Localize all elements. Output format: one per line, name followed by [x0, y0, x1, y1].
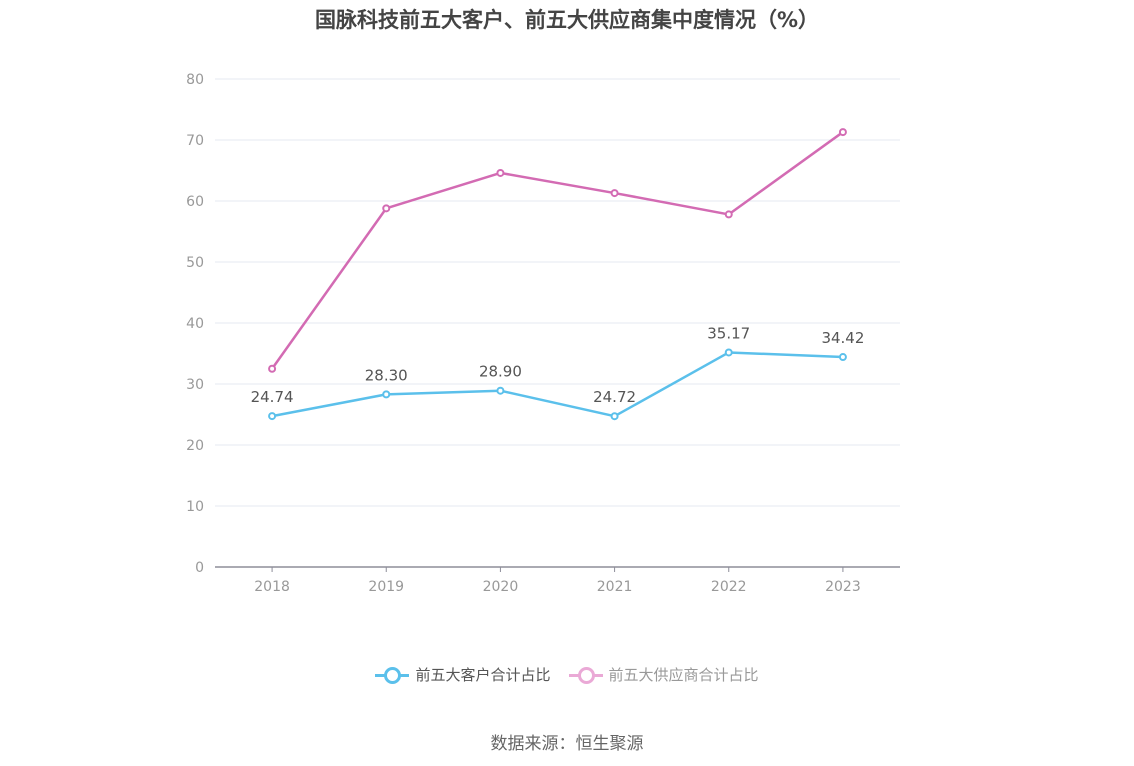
legend-item-customers[interactable]: 前五大客户合计占比 [375, 664, 551, 685]
series-line-1 [271, 131, 844, 370]
data-label: 28.90 [479, 363, 522, 381]
data-point[interactable] [268, 412, 277, 421]
legend-swatch-suppliers-icon [568, 666, 603, 684]
y-tick-label: 0 [195, 560, 204, 576]
legend-item-suppliers[interactable]: 前五大供应商合计占比 [568, 664, 759, 685]
data-point[interactable] [838, 128, 847, 137]
legend-label-customers: 前五大客户合计占比 [415, 666, 551, 684]
grid-lines [215, 78, 900, 507]
data-label: 34.42 [821, 329, 864, 347]
y-tick-label: 70 [186, 133, 204, 149]
data-point[interactable] [610, 189, 619, 198]
data-source: 数据来源：恒生聚源 [490, 734, 644, 754]
data-point[interactable] [382, 204, 391, 213]
data-point[interactable] [838, 353, 847, 362]
line-chart: 0 10 20 30 40 50 60 70 80 2018 2019 2020 2021 2022 202… [186, 72, 900, 595]
data-label: 24.72 [593, 388, 636, 406]
y-tick-label: 20 [186, 438, 204, 454]
x-tick-label: 2022 [711, 579, 747, 595]
data-point[interactable] [382, 390, 391, 399]
data-point[interactable] [724, 348, 733, 357]
y-tick-label: 30 [186, 377, 204, 393]
data-point[interactable] [496, 386, 505, 395]
data-label: 35.17 [707, 324, 750, 342]
legend-label-suppliers: 前五大供应商合计占比 [608, 666, 759, 684]
legend: 前五大客户合计占比 前五大供应商合计占比 [0, 664, 1134, 685]
y-tick-label: 50 [186, 255, 204, 271]
x-tick-label: 2020 [483, 579, 519, 595]
series-line-0 [271, 351, 843, 418]
x-tick-label: 2018 [254, 579, 290, 595]
axes: 0 10 20 30 40 50 60 70 80 2018 2019 2020 2021 2022 202… [186, 72, 900, 595]
y-tick-label: 40 [186, 316, 204, 332]
y-tick-label: 10 [186, 499, 204, 515]
y-tick-label: 60 [186, 194, 204, 210]
series-layer [268, 128, 847, 421]
data-labels: 24.74 28.30 28.90 24.72 35.17 34.42 [251, 324, 865, 406]
data-label: 24.74 [251, 388, 294, 406]
data-point[interactable] [610, 412, 619, 421]
data-label: 28.30 [365, 366, 408, 384]
chart-title: 国脉科技前五大客户、前五大供应商集中度情况（%） [314, 8, 820, 32]
data-point[interactable] [268, 364, 277, 373]
y-tick-label: 80 [186, 72, 204, 88]
data-point[interactable] [496, 168, 505, 177]
legend-swatch-customers-icon [375, 666, 410, 684]
data-point[interactable] [724, 210, 733, 219]
x-tick-label: 2019 [368, 579, 404, 595]
x-tick-label: 2021 [597, 579, 633, 595]
x-tick-label: 2023 [825, 579, 861, 595]
